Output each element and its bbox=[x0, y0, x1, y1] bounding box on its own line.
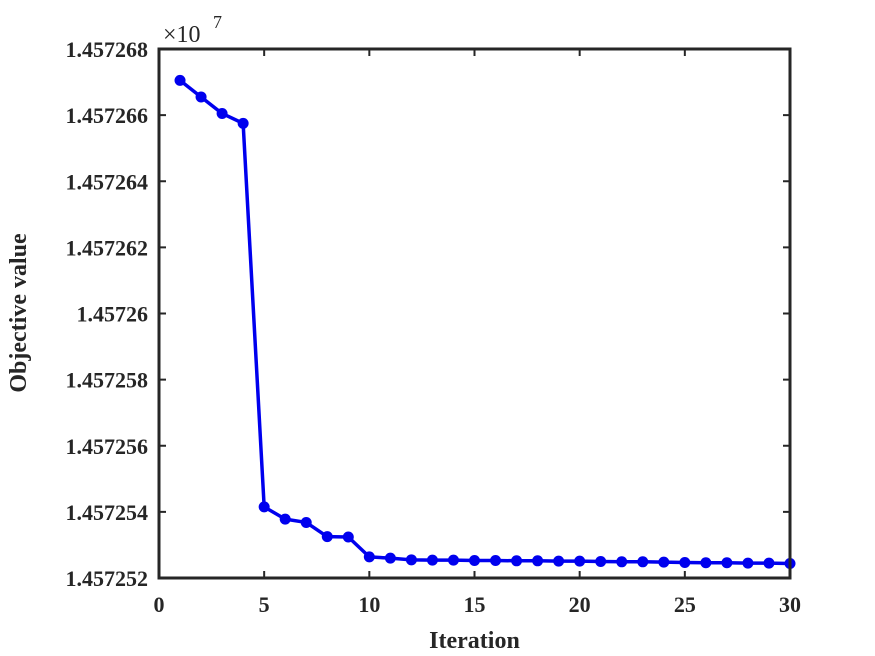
y-tick-label: 1.457266 bbox=[66, 103, 149, 128]
data-point bbox=[574, 555, 586, 567]
data-point bbox=[321, 531, 333, 543]
data-point bbox=[237, 117, 249, 129]
data-point bbox=[742, 557, 754, 569]
x-tick-label: 10 bbox=[358, 592, 380, 617]
data-point bbox=[384, 552, 396, 564]
x-tick-label: 25 bbox=[674, 592, 696, 617]
y-tick-label: 1.457268 bbox=[66, 37, 149, 62]
data-point bbox=[174, 74, 186, 86]
y-tick-label: 1.457264 bbox=[66, 169, 149, 194]
data-point bbox=[363, 551, 375, 563]
data-point bbox=[532, 555, 544, 567]
data-point bbox=[511, 555, 523, 567]
x-tick-label: 30 bbox=[779, 592, 801, 617]
x-tick-label: 15 bbox=[464, 592, 486, 617]
x-tick-label: 5 bbox=[259, 592, 270, 617]
data-point bbox=[300, 516, 312, 528]
y-tick-label: 1.457254 bbox=[66, 500, 149, 525]
series-layer bbox=[174, 74, 796, 569]
y-tick-label: 1.457262 bbox=[66, 235, 149, 260]
x-axis-label: Iteration bbox=[429, 628, 520, 654]
data-point bbox=[679, 556, 691, 568]
data-point bbox=[553, 555, 565, 567]
data-point bbox=[763, 557, 775, 569]
y-tick-label: 1.457256 bbox=[66, 434, 149, 459]
y-tick-label: 1.457258 bbox=[66, 368, 149, 393]
x-tick-label: 20 bbox=[569, 592, 591, 617]
data-point bbox=[616, 556, 628, 568]
x-tick-label: 0 bbox=[154, 592, 165, 617]
data-point bbox=[469, 554, 480, 566]
data-point bbox=[700, 557, 712, 569]
data-point bbox=[426, 554, 438, 566]
y-multiplier-exponent: 7 bbox=[213, 12, 222, 32]
data-point bbox=[195, 91, 207, 103]
data-point bbox=[721, 557, 733, 569]
data-point bbox=[258, 501, 270, 513]
data-point bbox=[279, 513, 291, 525]
data-point bbox=[405, 554, 417, 566]
y-multiplier: ×10 bbox=[163, 22, 201, 48]
plot-frame bbox=[157, 47, 792, 580]
data-point bbox=[595, 555, 607, 567]
axis-tick-labels: 0 5 10 15 20 25 30 1.457252 1.457254 1.457256 1.45… bbox=[66, 37, 802, 617]
y-tick-label: 1.457252 bbox=[66, 566, 149, 591]
data-point bbox=[637, 556, 649, 568]
data-point bbox=[342, 531, 354, 543]
data-point bbox=[216, 107, 228, 119]
data-point bbox=[447, 554, 459, 566]
y-axis-label: Objective value bbox=[6, 233, 32, 393]
data-point bbox=[490, 554, 502, 566]
data-point bbox=[658, 556, 670, 568]
y-tick-label: 1.45726 bbox=[77, 302, 149, 327]
